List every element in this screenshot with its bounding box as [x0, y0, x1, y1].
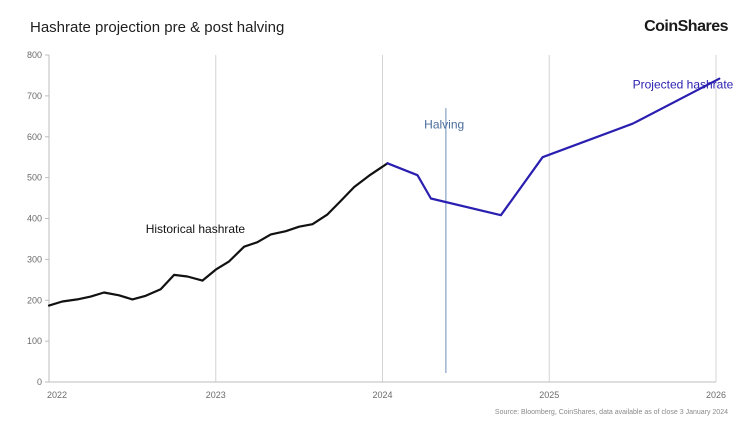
- x-tick-label: 2024: [372, 390, 392, 400]
- x-tick-label: 2025: [539, 390, 559, 400]
- axis-layer: 2022 2023 2024 2025 2026 0 100 200 300 400 500 600 7…: [27, 50, 726, 400]
- series-layer: [47, 77, 721, 374]
- chart-title: Hashrate projection pre & post halving: [30, 19, 285, 36]
- y-tick-label: 600: [27, 132, 42, 142]
- y-tick-label: 100: [27, 336, 42, 346]
- projected-hashrate-label: Projected hashrate: [633, 78, 734, 92]
- y-tick-label: 200: [27, 295, 42, 305]
- x-tick-label: 2023: [206, 390, 226, 400]
- y-tick-label: 0: [37, 377, 42, 387]
- source-note: Source: Bloomberg, CoinShares, data avai…: [494, 409, 728, 416]
- projected-hashrate-line: [386, 77, 721, 217]
- historical-hashrate-label: Historical hashrate: [146, 222, 246, 236]
- x-tick-label: 2026: [706, 390, 726, 400]
- halving-label: Halving: [424, 118, 464, 132]
- annotation-layer: Historical hashrate Halving Projected hash…: [146, 78, 734, 236]
- y-tick-label: 300: [27, 254, 42, 264]
- y-tick-label: 800: [27, 50, 42, 60]
- coinshares-logo: CoinShares: [644, 18, 728, 35]
- grid-layer: [48, 55, 717, 382]
- y-tick-label: 700: [27, 91, 42, 101]
- y-tick-label: 500: [27, 173, 42, 183]
- x-tick-label: 2022: [47, 390, 67, 400]
- y-tick-label: 400: [27, 214, 42, 224]
- historical-hashrate-line: [47, 162, 389, 307]
